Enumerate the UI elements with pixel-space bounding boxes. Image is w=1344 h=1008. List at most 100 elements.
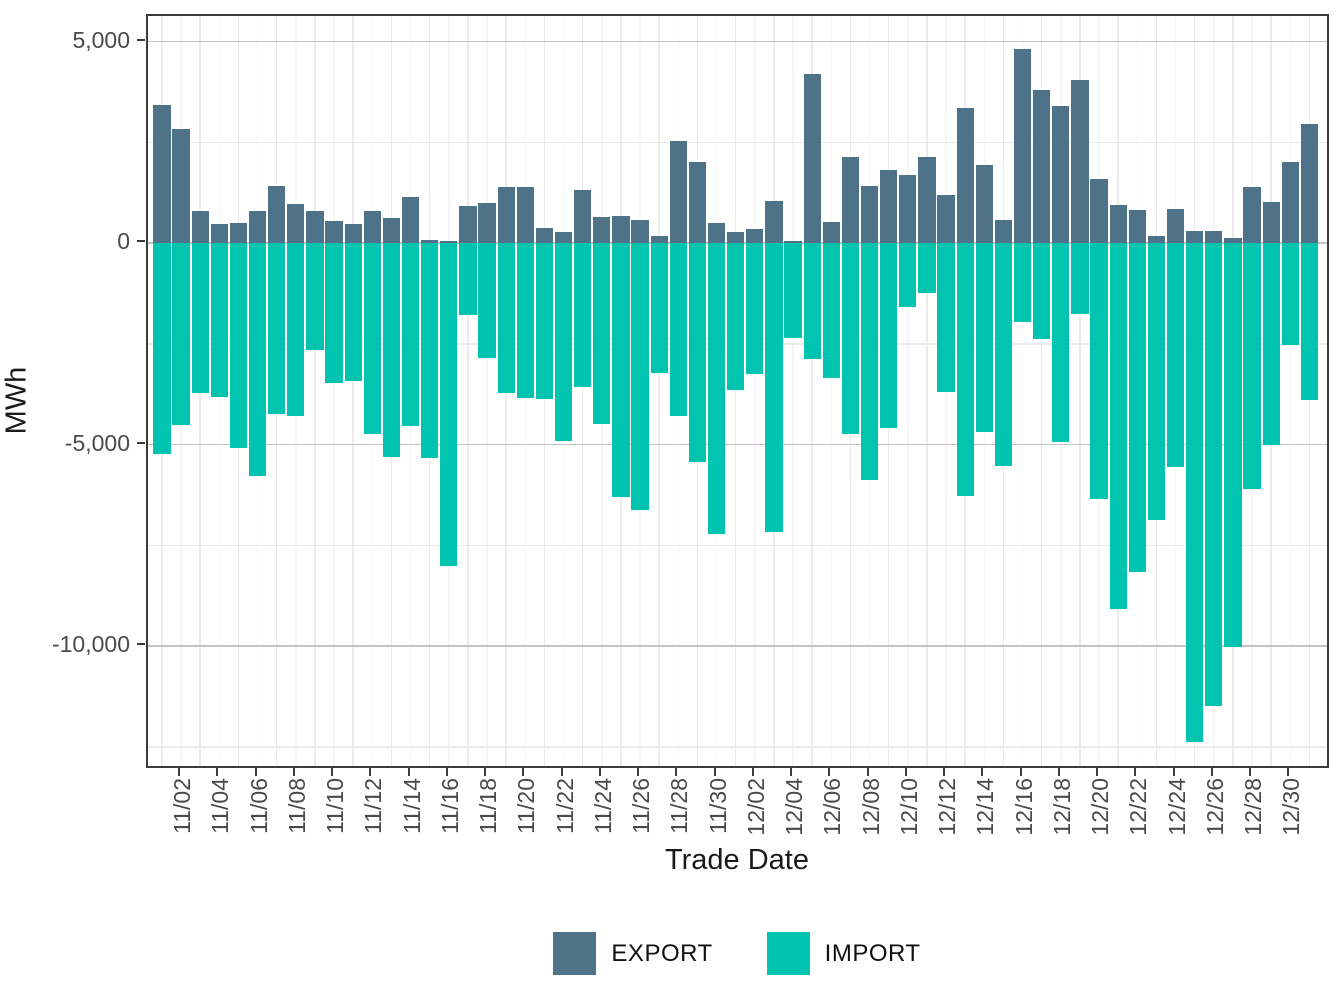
bar-export [1205,231,1223,243]
gridline-minor [147,746,1327,748]
bar-export [1090,178,1108,243]
bar-export [268,186,286,243]
gridline-vertical [907,16,909,766]
y-tick-label: 5,000 [72,26,130,53]
bar-export [363,211,381,243]
x-tick-mark [522,768,525,776]
y-axis-title: MWh [0,366,33,435]
bar-import [784,243,802,338]
x-tick-label: 11/22 [551,778,578,834]
x-tick-mark [1249,768,1252,776]
x-tick-label: 11/12 [360,778,387,834]
bar-export [478,202,496,243]
bar-import [1186,243,1204,742]
plot-panel [145,14,1329,768]
bar-import [688,243,707,462]
x-tick-mark [254,768,257,776]
x-tick-mark [445,768,448,776]
x-tick-label: 11/30 [704,778,731,834]
bar-import [153,243,171,455]
bar-import [1052,243,1070,442]
y-tick-label: -10,000 [51,631,130,657]
x-tick-mark [560,768,563,776]
bar-import [1147,243,1166,520]
bar-import [994,243,1013,466]
bar-import [593,243,611,424]
gridline-minor [147,544,1327,546]
x-tick-mark [331,768,334,776]
bar-import [229,243,248,448]
bar-import [1090,243,1108,499]
x-tick-mark [1210,768,1213,776]
bar-import [1071,243,1089,314]
gridline-vertical [926,16,928,766]
bar-import [1300,243,1319,400]
x-tick-label: 12/08 [857,778,884,836]
gridline-major [147,40,1327,43]
bar-export [554,231,573,243]
bar-import [1013,243,1032,322]
x-tick-label: 11/28 [666,778,693,834]
bar-export [535,227,554,243]
x-tick-mark [751,768,754,776]
bar-import [363,243,381,435]
x-tick-mark [1134,768,1137,776]
gridline-vertical [1079,16,1081,766]
gridline-vertical [1289,16,1292,766]
x-tick-label: 11/10 [322,778,349,834]
bar-import [746,243,764,374]
bar-import [1166,243,1185,467]
x-tick-label: 11/26 [628,778,655,834]
bar-export [440,241,458,243]
bar-import [841,243,860,435]
legend-swatch-export [553,932,597,975]
bar-export [669,140,687,243]
bar-import [306,243,324,350]
x-tick-mark [866,768,869,776]
bar-export [1281,161,1299,243]
x-tick-mark [713,768,716,776]
x-tick-label: 12/02 [742,778,769,836]
gridline-vertical [658,16,660,766]
bar-export [1186,230,1204,243]
bar-export [516,186,534,243]
gridline-vertical [581,16,584,766]
y-tick-mark [137,240,145,242]
bar-export [1033,89,1051,243]
x-tick-label: 11/08 [283,778,310,834]
bar-import [1243,243,1261,489]
bar-export [765,200,783,243]
y-tick-mark [137,38,145,41]
bar-export [1147,235,1166,243]
x-tick-label: 11/04 [207,778,234,834]
y-tick-mark [137,643,145,645]
bar-import [1224,243,1242,647]
bar-import [268,243,286,415]
bar-export [803,73,821,243]
bar-import [1128,243,1146,573]
bar-import [172,243,190,426]
x-tick-label: 11/16 [436,778,463,834]
x-tick-label: 12/28 [1240,778,1267,836]
x-tick-label: 12/22 [1125,778,1152,836]
bar-import [459,243,477,315]
y-tick-mark [137,441,145,444]
gridline-vertical [352,16,354,766]
x-tick-mark [981,768,984,776]
legend-label: IMPORT [824,939,921,967]
legend-swatch-import [766,932,810,975]
bar-export [1224,237,1242,243]
bar-import [975,243,993,433]
bar-import [880,243,898,428]
bar-export [497,186,515,243]
bar-import [325,243,343,383]
bar-export [229,223,248,243]
x-tick-mark [675,768,678,776]
x-tick-mark [1019,768,1022,776]
x-tick-mark [1172,768,1175,776]
bar-export [918,156,936,243]
bar-export [688,162,707,243]
bar-export [937,195,955,243]
x-tick-mark [828,768,831,776]
x-tick-label: 11/24 [589,778,616,834]
